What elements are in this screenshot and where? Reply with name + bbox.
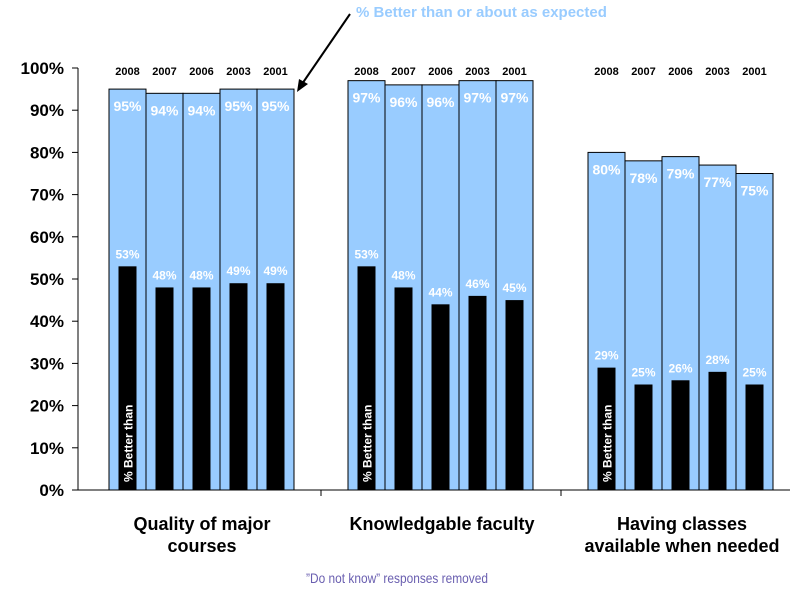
y-tick-label: 70% xyxy=(30,186,64,205)
data-label-better-or-expected: 77% xyxy=(703,174,732,190)
y-tick-label: 40% xyxy=(30,312,64,331)
category-label: Quality of major courses xyxy=(92,513,312,557)
data-label-better-or-expected: 78% xyxy=(629,170,658,186)
inner-bar-label: % Better than xyxy=(122,405,136,482)
bar-better xyxy=(394,287,413,490)
y-tick-label: 100% xyxy=(21,59,64,78)
category-label-line: courses xyxy=(167,536,237,556)
y-tick-label: 90% xyxy=(30,101,64,120)
bar-better xyxy=(671,380,690,490)
year-label: 2006 xyxy=(189,66,213,78)
y-tick-label: 50% xyxy=(30,270,64,289)
year-label: 2001 xyxy=(263,66,287,78)
year-label: 2003 xyxy=(226,66,250,78)
data-label-better-or-expected: 75% xyxy=(740,183,769,199)
y-tick-label: 60% xyxy=(30,228,64,247)
bar-better xyxy=(118,266,137,490)
data-label-better: 49% xyxy=(263,264,287,278)
data-label-better: 53% xyxy=(354,247,378,261)
data-label-better: 48% xyxy=(152,268,176,282)
data-label-better-or-expected: 95% xyxy=(224,98,253,114)
data-label-better: 28% xyxy=(705,353,729,367)
y-tick-label: 10% xyxy=(30,439,64,458)
footnote-text: ”Do not know” responses removed xyxy=(306,570,488,586)
data-label-better: 49% xyxy=(226,264,250,278)
data-label-better-or-expected: 96% xyxy=(426,94,455,110)
data-label-better-or-expected: 96% xyxy=(389,94,418,110)
year-label: 2008 xyxy=(354,66,378,78)
category-label: Knowledgable faculty xyxy=(332,513,552,535)
series-callout-label: % Better than or about as expected xyxy=(356,4,607,21)
inner-bar-label: % Better than xyxy=(601,405,615,482)
category-label-line: Having classes xyxy=(616,514,748,534)
year-label: 2003 xyxy=(465,66,489,78)
year-label: 2006 xyxy=(668,66,692,78)
data-label-better: 53% xyxy=(115,247,139,261)
data-label-better: 26% xyxy=(668,361,692,375)
data-label-better-or-expected: 95% xyxy=(113,98,142,114)
bar-better xyxy=(192,287,211,490)
data-label-better-or-expected: 94% xyxy=(150,102,179,118)
year-label: 2008 xyxy=(594,66,618,78)
y-tick-label: 30% xyxy=(30,354,64,373)
year-label: 2007 xyxy=(391,66,415,78)
year-label: 2001 xyxy=(742,66,766,78)
y-tick-label: 0% xyxy=(39,481,64,500)
callout-arrow-line xyxy=(301,13,351,85)
year-label: 2007 xyxy=(631,66,655,78)
bar-better xyxy=(266,283,285,490)
bar-better xyxy=(468,295,487,490)
category-label-line: available when needed xyxy=(584,536,780,556)
bar-better xyxy=(357,266,376,490)
data-label-better-or-expected: 97% xyxy=(463,90,492,106)
year-label: 2006 xyxy=(428,66,452,78)
data-label-better-or-expected: 80% xyxy=(592,161,621,177)
bar-better xyxy=(708,371,727,490)
data-label-better-or-expected: 97% xyxy=(352,90,381,106)
bar-better xyxy=(155,287,174,490)
data-label-better-or-expected: 95% xyxy=(261,98,290,114)
bar-better xyxy=(229,283,248,490)
bar-better xyxy=(505,300,524,490)
category-label-line: Quality of major xyxy=(133,514,271,534)
data-label-better-or-expected: 79% xyxy=(666,166,695,182)
y-tick-label: 20% xyxy=(30,397,64,416)
year-label: 2007 xyxy=(152,66,176,78)
category-label-line: Knowledgable faculty xyxy=(349,514,535,534)
year-label: 2008 xyxy=(115,66,139,78)
data-label-better: 44% xyxy=(428,285,452,299)
data-label-better: 48% xyxy=(391,268,415,282)
y-tick-label: 80% xyxy=(30,143,64,162)
category-label: Having classes available when needed xyxy=(572,513,792,557)
callout-arrow-head xyxy=(297,79,308,92)
data-label-better: 48% xyxy=(189,268,213,282)
footnote: ”Do not know” responses removed xyxy=(0,570,794,586)
data-label-better: 45% xyxy=(502,281,526,295)
year-label: 2003 xyxy=(705,66,729,78)
data-label-better-or-expected: 97% xyxy=(500,90,529,106)
bar-better xyxy=(597,367,616,490)
bar-better xyxy=(634,384,653,490)
data-label-better: 25% xyxy=(742,366,766,380)
year-label: 2001 xyxy=(502,66,526,78)
inner-bar-label: % Better than xyxy=(361,405,375,482)
bar-better xyxy=(431,304,450,490)
data-label-better: 25% xyxy=(631,366,655,380)
data-label-better: 46% xyxy=(465,277,489,291)
data-label-better: 29% xyxy=(594,349,618,363)
bar-better xyxy=(745,384,764,490)
data-label-better-or-expected: 94% xyxy=(187,102,216,118)
